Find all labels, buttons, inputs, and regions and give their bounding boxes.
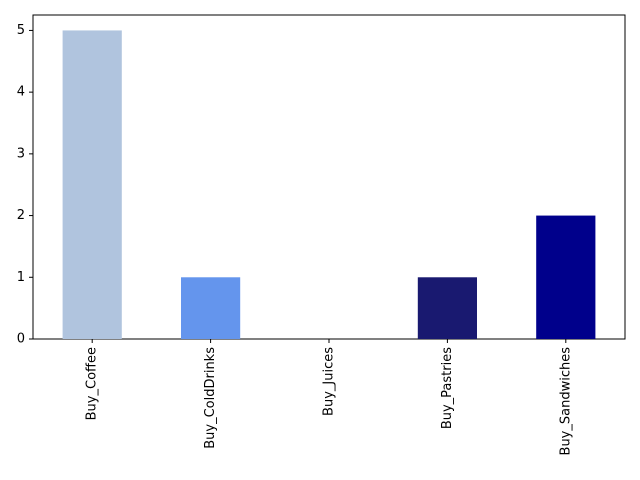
x-tick-label: Buy_Juices (322, 347, 337, 416)
y-tick-label: 4 (17, 85, 25, 100)
y-tick-label: 2 (17, 208, 25, 223)
bar (62, 30, 122, 340)
y-tick-label: 1 (17, 270, 25, 285)
bar (536, 215, 596, 339)
y-tick-label: 3 (17, 146, 25, 161)
y-tick-label: 5 (17, 23, 25, 38)
x-tick-label: Buy_ColdDrinks (203, 347, 218, 449)
x-tick-label: Buy_Sandwiches (558, 347, 573, 456)
x-tick-label: Buy_Coffee (85, 347, 100, 420)
bar (181, 277, 241, 339)
x-tick-label: Buy_Pastries (440, 347, 455, 429)
bar (417, 277, 477, 339)
y-tick-label: 0 (17, 332, 25, 347)
